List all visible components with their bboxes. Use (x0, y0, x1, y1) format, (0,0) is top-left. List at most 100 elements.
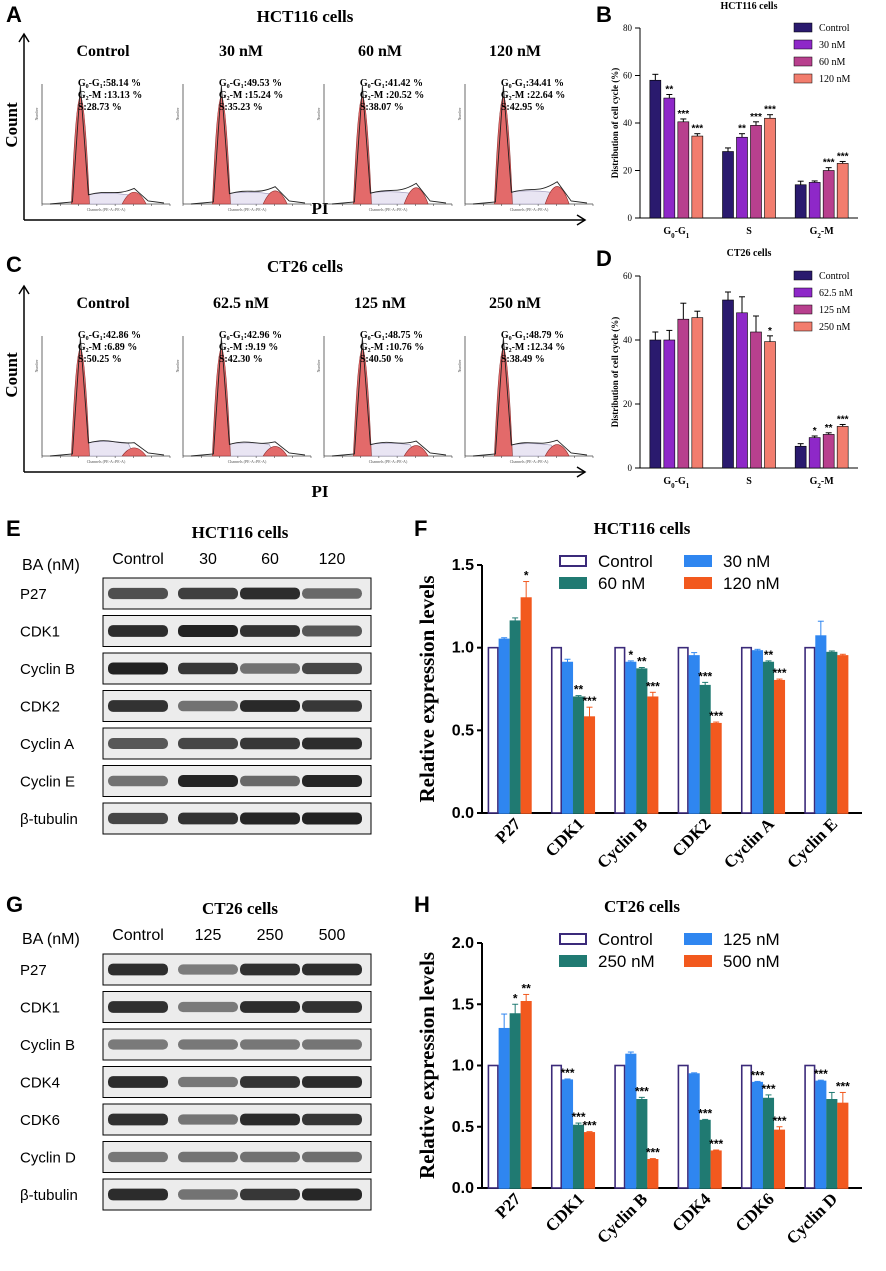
blot-band (240, 775, 300, 787)
panel-g-ba-label: BA (nM) (22, 931, 80, 948)
chart-y-label: Distribution of cell cycle (%) (610, 317, 620, 427)
stat-s: S:38.07 % (360, 102, 404, 113)
chart-bar (764, 117, 776, 219)
panel-c-ylabel: Count (2, 352, 21, 398)
histogram-3: Channels (PE-A::PE-A) Number G₀-G₁:41.42 %… (316, 78, 453, 212)
chart-bar (688, 1073, 700, 1189)
chart-y-tick-label: 40 (623, 118, 633, 128)
chart-h: CT26 cells 0.0 0.5 1.0 1.5 2.0 Relative expres… (415, 897, 862, 1248)
blot-band (302, 625, 362, 637)
chart-category-label: CDK1 (542, 1189, 588, 1235)
blot-band (108, 963, 168, 976)
panel-letter-f: F (414, 516, 427, 541)
chart-significance-label: *** (677, 109, 689, 120)
chart-y-tick-label: 0 (628, 463, 633, 473)
stat-s: S:38.49 % (501, 354, 545, 365)
chart-category-label: CDK1 (542, 814, 588, 860)
chart-bar (710, 1150, 722, 1189)
blot-band (178, 964, 238, 975)
chart-bar (804, 1064, 816, 1189)
chart-bar (836, 426, 849, 469)
chart-title: CT26 cells (727, 248, 772, 259)
blot-band (302, 812, 362, 825)
blot-protein-label: CDK6 (20, 1112, 60, 1129)
blot-band (178, 587, 238, 600)
chart-legend-swatch (793, 73, 813, 84)
chart-category-label: P27 (492, 814, 525, 847)
chart-significance-label: *** (635, 1084, 649, 1098)
stat-g2m: G₂-M :10.76 % (360, 342, 424, 353)
panel-a-ylabel: Count (2, 102, 21, 148)
blot-protein-label: P27 (20, 962, 47, 979)
blot-protein-label: Cyclin A (20, 736, 74, 753)
chart-significance-label: * (628, 648, 633, 662)
blot-band (178, 1189, 238, 1200)
chart-significance-label: *** (571, 1110, 585, 1124)
chart-bar (677, 646, 689, 814)
chart-significance-label: *** (837, 414, 849, 425)
panel-letter-e: E (6, 516, 21, 541)
panel-a: A HCT116 cells Count PI Control 30 nM 60 n… (2, 2, 594, 226)
histogram-2: Channels (PE-A::PE-A) Number G₀-G₁:42.96 %… (175, 330, 312, 464)
chart-bar (822, 170, 835, 219)
chart-bar (572, 696, 585, 814)
blot-band (178, 1076, 238, 1088)
blot-band (178, 625, 238, 637)
histogram-3: Channels (PE-A::PE-A) Number G₀-G₁:48.75 %… (316, 330, 453, 464)
blot-band (178, 1151, 238, 1163)
chart-significance-label: *** (560, 1066, 574, 1080)
stat-g0g1: G₀-G₁:42.96 % (219, 330, 282, 341)
blot-band (178, 1039, 238, 1050)
chart-y-tick-label: 1.5 (452, 557, 474, 574)
blot-lane-label: 125 (195, 927, 222, 944)
chart-y-tick-label: 60 (623, 71, 633, 81)
chart-category-label: Cyclin B (593, 1189, 651, 1247)
chart-d: CT26 cells 0 20 40 60 Distribution of cell cy… (610, 248, 858, 490)
stat-s: S:28.73 % (78, 102, 122, 113)
chart-bar (614, 1064, 626, 1189)
chart-category-label: CDK4 (668, 1189, 715, 1236)
chart-significance-label: ** (764, 648, 774, 662)
chart-significance-label: *** (772, 666, 786, 680)
histogram-g2-peak (262, 190, 288, 205)
blot-lane-label: Control (112, 927, 164, 944)
chart-bar (699, 684, 711, 814)
charts-layer: HCT116 cells 0 20 40 60 80 Distribution of cel… (415, 1, 862, 1248)
chart-category-label: Cyclin D (783, 1189, 842, 1248)
blot-band (178, 1001, 238, 1013)
chart-bar (740, 1064, 753, 1189)
chart-bar (550, 646, 563, 814)
stat-g0g1: G₀-G₁:49.53 % (219, 78, 282, 89)
blot-band (178, 662, 238, 675)
blot-band (302, 1151, 362, 1163)
stat-g2m: G₂-M :15.24 % (219, 90, 283, 101)
chart-bar (804, 646, 816, 814)
panel-c-xlabel: PI (312, 482, 329, 501)
chart-significance-label: *** (646, 679, 660, 693)
histogram-envelope (331, 337, 447, 457)
blot-protein-label: Cyclin E (20, 774, 75, 791)
chart-bar (636, 1099, 648, 1189)
chart-bar (663, 339, 676, 469)
panel-letter-g: G (6, 892, 23, 917)
stat-s: S:42.30 % (219, 354, 263, 365)
chart-legend-label: 30 nM (819, 40, 846, 51)
chart-significance-label: *** (764, 105, 776, 116)
chart-significance-label: *** (698, 669, 712, 683)
chart-legend-label: 120 nM (819, 74, 851, 85)
chart-bar (509, 620, 521, 814)
flow-condition-label: Control (76, 43, 130, 60)
chart-bar (561, 1079, 574, 1189)
chart-significance-label: *** (709, 1137, 723, 1151)
chart-legend-label: 250 nM (819, 322, 851, 333)
chart-bar (722, 299, 734, 469)
flow-condition-label: 30 nM (219, 43, 263, 60)
flow-x-arrow (576, 466, 587, 478)
stat-s: S:42.95 % (501, 102, 545, 113)
chart-bar (691, 135, 704, 219)
chart-title: HCT116 cells (594, 519, 691, 538)
chart-legend-swatch (559, 955, 587, 967)
flow-condition-label: 250 nM (489, 295, 541, 312)
chart-legend-swatch (793, 56, 813, 67)
blot-band (108, 1076, 168, 1088)
